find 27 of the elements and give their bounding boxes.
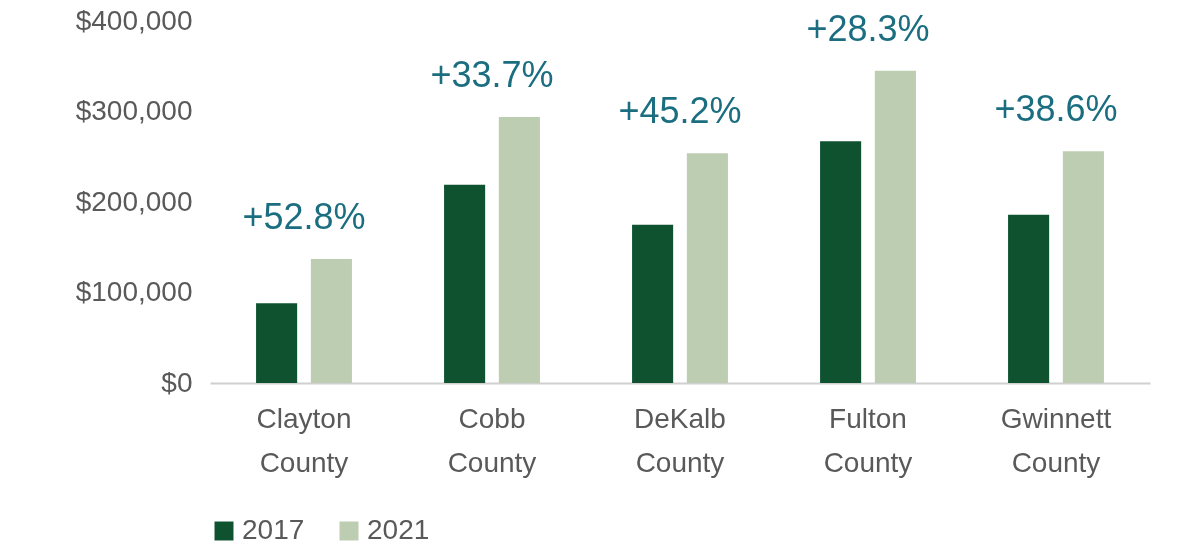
x-tick-label: Clayton County (256, 402, 352, 478)
y-tick-label: $200,000 (75, 185, 193, 217)
annotation: +33.7% (430, 53, 554, 95)
bar (498, 116, 540, 383)
y-tick-label: $300,000 (75, 95, 193, 126)
bar (1008, 214, 1050, 383)
bar (632, 224, 674, 383)
annotation: +45.2% (618, 90, 742, 132)
legend-label: 2021 (367, 514, 430, 545)
x-tick-label: Fulton County (823, 402, 913, 478)
y-tick-label: $400,000 (75, 4, 193, 36)
bar (874, 70, 916, 383)
legend-label: 2017 (242, 514, 305, 545)
bar (1062, 151, 1104, 383)
annotation: +28.3% (806, 7, 930, 49)
x-tick-label: Gwinnett County (1000, 402, 1112, 478)
x-tick-label: Cobb County (447, 402, 537, 478)
annotation: +52.8% (242, 196, 366, 238)
y-tick-label: $100,000 (75, 276, 193, 307)
bar (686, 153, 728, 383)
bar (256, 303, 298, 383)
bar (310, 259, 352, 383)
x-tick-label: DeKalb County (634, 402, 726, 478)
bar (444, 184, 486, 383)
annotation: +38.6% (994, 88, 1118, 130)
y-tick-label: $0 (161, 366, 193, 398)
bar (820, 141, 862, 383)
